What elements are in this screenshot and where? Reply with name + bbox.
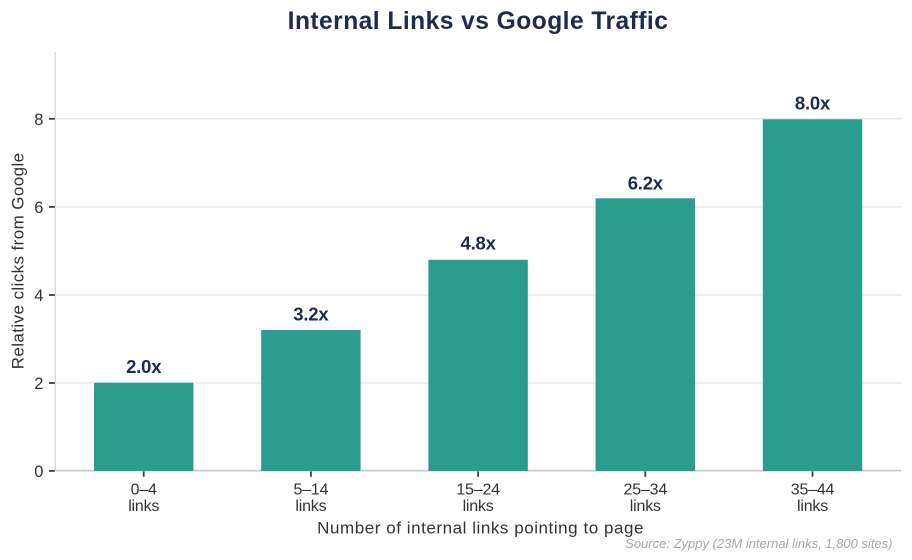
svg-text:0–4: 0–4 [131,481,157,498]
svg-text:6: 6 [34,199,43,217]
svg-text:8.0x: 8.0x [795,93,831,114]
svg-text:4.8x: 4.8x [460,233,496,254]
svg-text:Source: Zyppy (23M internal li: Source: Zyppy (23M internal links, 1,800… [625,536,892,551]
svg-text:2.0x: 2.0x [126,356,162,377]
svg-text:5–14: 5–14 [294,481,329,498]
svg-text:8: 8 [34,111,43,129]
svg-text:2: 2 [34,375,43,393]
svg-text:15–24: 15–24 [456,481,500,498]
svg-text:links: links [797,498,828,515]
svg-text:links: links [128,498,159,515]
svg-text:3.2x: 3.2x [293,303,329,324]
svg-text:4: 4 [34,287,43,305]
svg-text:Relative clicks from Google: Relative clicks from Google [8,153,27,370]
svg-text:Internal Links vs Google Traff: Internal Links vs Google Traffic [288,8,669,35]
svg-text:links: links [295,498,326,515]
svg-text:35–44: 35–44 [791,481,835,498]
svg-text:links: links [463,498,494,515]
svg-text:6.2x: 6.2x [628,173,664,194]
svg-text:links: links [630,498,661,515]
svg-text:Number of internal links point: Number of internal links pointing to pag… [317,518,644,537]
svg-text:0: 0 [34,463,43,481]
svg-text:25–34: 25–34 [624,481,668,498]
